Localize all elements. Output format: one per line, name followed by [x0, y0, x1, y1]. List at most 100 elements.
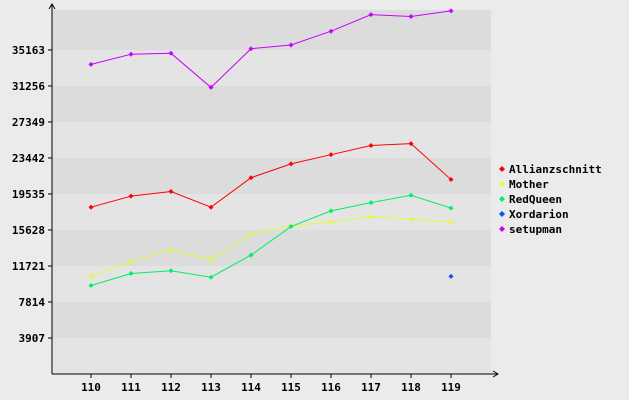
y-tick-label: 27349 — [12, 116, 45, 129]
data-point — [128, 193, 134, 199]
data-point — [128, 271, 134, 277]
data-point — [448, 8, 454, 14]
grid-band — [52, 49, 491, 86]
series-line — [90, 194, 452, 287]
data-point — [408, 13, 414, 19]
legend-label: RedQueen — [509, 193, 562, 206]
data-point — [128, 259, 134, 265]
series-mother — [88, 213, 454, 279]
data-point — [208, 204, 214, 210]
x-tick-label: 119 — [441, 381, 461, 394]
x-tick-label: 112 — [161, 381, 181, 394]
data-point — [288, 161, 294, 167]
legend-item: Mother — [499, 178, 549, 191]
x-axis-ticks: 110 111 112 113 114 115 116 117 118 119 — [81, 374, 461, 394]
data-point — [88, 273, 94, 279]
grid-band — [52, 301, 491, 338]
y-tick-label: 35163 — [12, 44, 45, 57]
y-tick-label: 7814 — [19, 296, 46, 309]
data-point — [328, 28, 334, 34]
y-tick-label: 31256 — [12, 80, 45, 93]
data-point — [288, 224, 294, 230]
data-point — [368, 142, 374, 148]
data-point — [128, 51, 134, 57]
data-point — [368, 12, 374, 18]
series-redqueen — [88, 192, 454, 289]
x-tick-label: 115 — [281, 381, 301, 394]
legend-marker — [499, 196, 505, 202]
y-axis-arrow — [48, 3, 56, 10]
series-setupman — [88, 8, 454, 90]
data-point — [408, 141, 414, 147]
series-line — [90, 215, 452, 277]
data-point — [248, 252, 254, 258]
axes — [48, 3, 499, 378]
data-point — [288, 42, 294, 48]
data-point — [368, 213, 374, 219]
data-point — [408, 192, 414, 198]
legend-label: setupman — [509, 223, 562, 236]
data-point — [328, 219, 334, 225]
legend-item: RedQueen — [499, 193, 562, 206]
grid-band — [52, 193, 491, 230]
legend-marker — [499, 226, 505, 232]
grid-band — [52, 265, 491, 302]
series-allianzschnitt — [88, 141, 454, 210]
y-tick-label: 19535 — [12, 188, 45, 201]
data-point — [88, 204, 94, 210]
y-tick-label: 3907 — [19, 332, 46, 345]
x-tick-label: 111 — [121, 381, 141, 394]
data-point — [448, 219, 454, 225]
data-point — [208, 257, 214, 263]
legend-label: Allianzschnitt — [509, 163, 602, 176]
data-point — [88, 61, 94, 67]
data-point — [208, 274, 214, 280]
data-point — [328, 152, 334, 158]
y-axis-ticks: 3907 7814 11721 15628 19535 23442 27349 31256 35… — [12, 44, 52, 345]
data-point — [448, 273, 454, 279]
y-tick-label: 11721 — [12, 260, 45, 273]
data-point — [408, 216, 414, 222]
data-point — [248, 46, 254, 52]
legend-label: Mother — [509, 178, 549, 191]
legend-marker — [499, 211, 505, 217]
legend-item: Xordarion — [499, 208, 569, 221]
grid-bands — [52, 10, 491, 374]
x-tick-label: 114 — [241, 381, 261, 394]
x-tick-label: 113 — [201, 381, 221, 394]
legend-item: Allianzschnitt — [499, 163, 602, 176]
data-point — [248, 175, 254, 181]
x-tick-label: 118 — [401, 381, 421, 394]
data-point — [448, 205, 454, 211]
data-point — [328, 208, 334, 214]
legend-item: setupman — [499, 223, 562, 236]
series-line — [90, 143, 452, 208]
data-point — [168, 247, 174, 253]
data-point — [248, 231, 254, 237]
data-point — [448, 177, 454, 183]
series-xordarion — [448, 273, 454, 279]
legend-label: Xordarion — [509, 208, 569, 221]
x-tick-label: 110 — [81, 381, 101, 394]
x-axis-arrow — [492, 370, 499, 378]
y-tick-label: 23442 — [12, 152, 45, 165]
x-tick-label: 116 — [321, 381, 341, 394]
data-point — [368, 200, 374, 206]
y-tick-label: 15628 — [12, 224, 45, 237]
data-point — [88, 283, 94, 289]
series-line — [90, 10, 452, 89]
grid-band — [52, 10, 491, 50]
data-point — [168, 268, 174, 274]
x-tick-label: 117 — [361, 381, 381, 394]
series-layer — [88, 8, 454, 289]
legend-marker — [499, 166, 505, 172]
data-point — [208, 84, 214, 90]
grid-band — [52, 121, 491, 158]
grid-band — [52, 85, 491, 122]
data-point — [168, 50, 174, 56]
legend: Allianzschnitt Mother RedQueen Xordarion set… — [499, 163, 602, 236]
grid-band — [52, 157, 491, 194]
data-point — [168, 189, 174, 195]
grid-band — [52, 229, 491, 266]
